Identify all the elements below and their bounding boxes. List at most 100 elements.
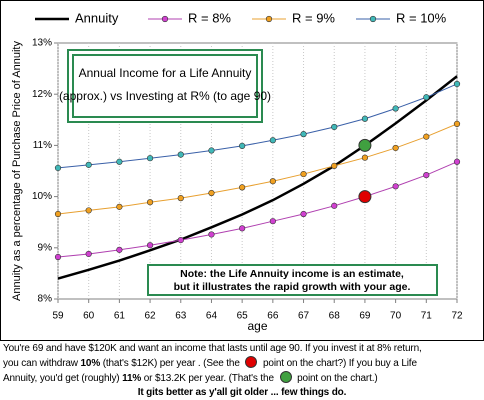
point — [116, 246, 123, 253]
y-tick-label: 11% — [33, 140, 52, 151]
highlight-point — [358, 190, 372, 204]
green-dot-icon — [279, 371, 292, 383]
legend-marker — [369, 15, 377, 23]
point — [54, 253, 62, 261]
note-box — [147, 264, 438, 296]
caption-line: It gits better as y'all git older ... fe… — [0, 386, 484, 400]
point — [208, 189, 215, 197]
x-tick-label: 72 — [451, 311, 463, 322]
point — [300, 170, 307, 178]
series-line — [57, 123, 458, 215]
legend-marker — [161, 15, 169, 23]
point — [269, 218, 276, 225]
y-tick-label: 12% — [32, 89, 52, 100]
point — [331, 123, 338, 131]
point — [116, 158, 123, 165]
point — [177, 151, 184, 158]
chart: 59 60 61 62 63 64 65 66 67 68 69 70 71 72 8% 9% 10% 11% 12… — [0, 0, 484, 341]
chart-title: Annual Income for a Life Annuity — [79, 66, 252, 80]
point — [331, 162, 338, 169]
point — [269, 178, 276, 185]
point — [85, 161, 92, 168]
y-tick-label: 10% — [32, 191, 52, 202]
point — [116, 203, 123, 210]
point — [423, 171, 430, 179]
x-tick-label: 63 — [175, 311, 187, 322]
x-tick-label: 67 — [298, 311, 310, 322]
point — [361, 154, 369, 161]
x-tick-label: 69 — [359, 311, 371, 322]
caption-line: you can withdraw 10% (that's $12K) per y… — [0, 356, 484, 371]
x-tick-label: 59 — [52, 311, 64, 322]
caption-bold: 10% — [80, 358, 101, 369]
y-tick-label: 9% — [38, 242, 53, 253]
legend-label: R = 8% — [188, 10, 231, 25]
point — [177, 237, 184, 244]
point — [269, 137, 276, 144]
point — [423, 94, 430, 101]
x-tick-label: 62 — [145, 311, 157, 322]
point — [423, 133, 430, 140]
legend-label: R = 10% — [396, 10, 447, 25]
point — [239, 184, 246, 191]
x-tick-label: 64 — [206, 311, 218, 322]
caption-bold: It gits better as y'all git older ... fe… — [137, 387, 347, 398]
y-tick-label: 8% — [38, 294, 53, 305]
point — [208, 147, 215, 154]
x-tick-label: 66 — [267, 311, 279, 322]
chart-subtitle: (approx.) vs Investing at R% (to age 90) — [59, 89, 271, 103]
caption-text: You're 69 and have $120K and want an inc… — [3, 343, 422, 354]
y-tick-label: 13% — [32, 38, 52, 49]
caption-text: point on the chart?) If you buy a Life — [260, 358, 417, 369]
x-tick-label: 68 — [329, 311, 341, 322]
point — [392, 183, 399, 190]
legend-label: Annuity — [75, 10, 119, 25]
series-line — [57, 83, 458, 169]
title-box-outer — [67, 49, 263, 123]
caption: You're 69 and have $120K and want an inc… — [0, 342, 484, 400]
point — [453, 80, 461, 88]
series-line — [57, 161, 458, 258]
caption-text: point on the chart.) — [294, 373, 378, 384]
point — [54, 210, 62, 218]
series-line — [57, 75, 458, 280]
x-tick-label: 61 — [114, 311, 126, 322]
caption-text: Annuity, you'd get (roughly) — [3, 373, 123, 384]
note-text: Note: the Life Annuity income is an esti… — [180, 268, 404, 280]
x-tick-label: 71 — [421, 311, 433, 322]
caption-line: You're 69 and have $120K and want an inc… — [0, 342, 484, 356]
point — [146, 199, 154, 206]
point — [300, 131, 307, 138]
point — [392, 105, 399, 112]
caption-text: or $13.2K per year. (That's the — [141, 373, 277, 384]
point — [361, 115, 369, 122]
point — [85, 250, 92, 258]
legend-label: R = 9% — [292, 10, 335, 25]
point — [146, 242, 154, 249]
point — [239, 225, 246, 232]
point — [453, 158, 461, 165]
point — [300, 210, 307, 218]
point — [331, 202, 338, 209]
point — [146, 155, 154, 162]
point — [85, 207, 92, 214]
x-axis-label: age — [247, 319, 267, 333]
title-box-inner — [72, 54, 258, 118]
point — [453, 120, 461, 127]
legend-marker — [265, 15, 273, 23]
point — [177, 195, 184, 202]
caption-bold: 11% — [122, 373, 142, 384]
caption-line: Annuity, you'd get (roughly) 11% or $13.… — [0, 371, 484, 386]
caption-text: (that's $12K) per year . (See the — [100, 358, 243, 369]
y-axis-label: Annuity as a percentage of Purchase Pric… — [11, 41, 23, 301]
caption-text: you can withdraw — [3, 358, 81, 369]
point — [208, 231, 215, 238]
x-tick-label: 70 — [390, 311, 402, 322]
point — [239, 142, 246, 150]
red-dot-icon — [245, 356, 258, 368]
highlight-point — [358, 138, 372, 152]
note-text: but it illustrates the rapid growth with… — [174, 281, 411, 293]
x-tick-label: 60 — [83, 311, 95, 322]
point — [54, 164, 62, 172]
